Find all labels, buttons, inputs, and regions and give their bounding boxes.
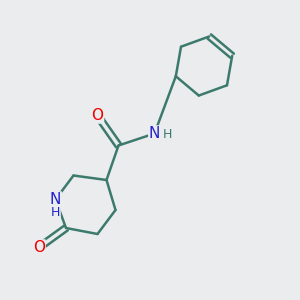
Text: O: O [33,240,45,255]
Text: N: N [149,126,160,141]
Text: O: O [92,108,104,123]
Text: H: H [162,128,172,142]
Text: N: N [50,192,61,207]
Text: H: H [51,206,60,219]
